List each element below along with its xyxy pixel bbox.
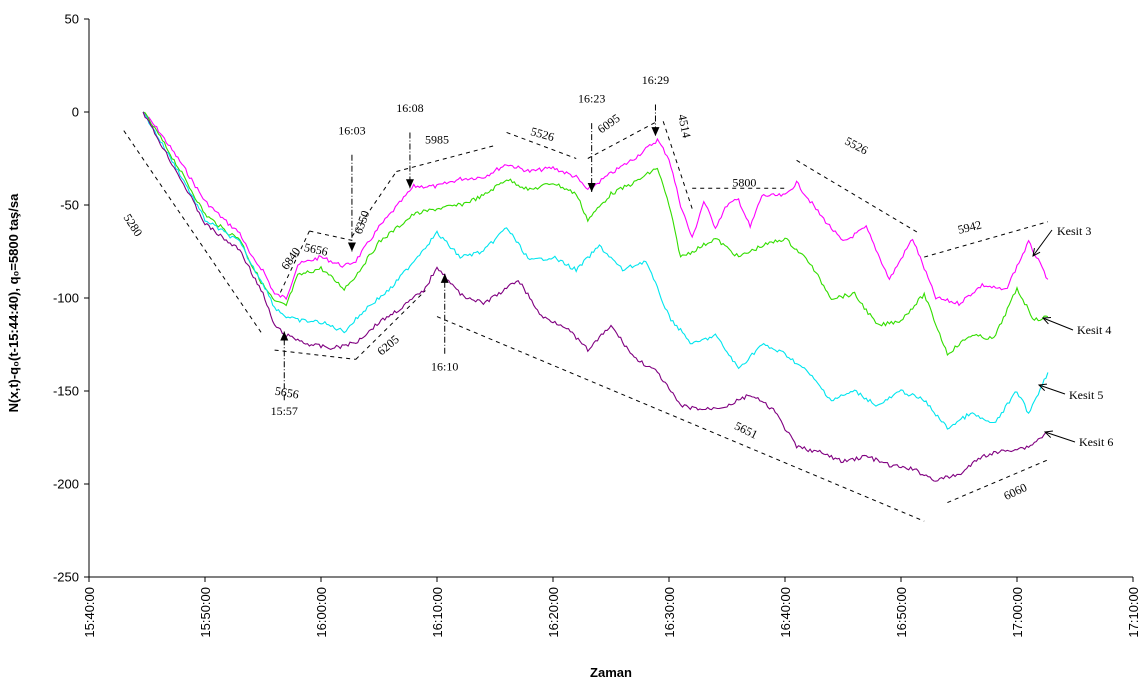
trend-guide [351, 171, 397, 237]
series-label-arrow [1042, 317, 1074, 331]
time-marker-arrowhead [280, 331, 289, 341]
rate-label: 6060 [1001, 480, 1029, 503]
series-line-kesit-4 [142, 111, 1049, 357]
x-tick-label: 16:30:00 [662, 587, 677, 638]
rate-label: 5656 [274, 384, 300, 402]
series-label-arrow [1032, 229, 1053, 257]
x-tick-label: 16:50:00 [894, 587, 909, 638]
y-tick-label: 50 [65, 12, 79, 27]
series-line-kesit-6 [142, 111, 1049, 482]
rate-label: 5526 [843, 134, 871, 158]
series-line-kesit-5 [142, 111, 1049, 430]
series-label: Kesit 5 [1069, 388, 1103, 402]
y-axis-title: N(x,t)-q₀(t-15:44:40), q₀=5800 taş/sa [6, 193, 21, 412]
x-tick-label: 16:20:00 [546, 587, 561, 638]
time-marker-arrowhead [651, 127, 660, 137]
x-tick-label: 16:00:00 [314, 587, 329, 638]
x-tick-label: 17:10:00 [1126, 587, 1141, 638]
rate-label: 5985 [425, 133, 449, 147]
x-tick-label: 15:50:00 [198, 587, 213, 638]
series-label: Kesit 4 [1077, 323, 1111, 337]
series-label-arrowhead [1037, 383, 1048, 391]
rate-label: 6205 [374, 332, 401, 358]
trend-guide [309, 230, 353, 241]
rate-label: 5651 [732, 419, 760, 442]
trend-guide [947, 459, 1049, 504]
trend-guide [924, 221, 1049, 258]
trend-guide [796, 159, 919, 234]
y-tick-label: 0 [72, 105, 79, 120]
y-tick-label: -200 [53, 477, 79, 492]
trend-guide [396, 144, 496, 173]
series-label-arrowhead [1041, 316, 1052, 325]
x-tick-label: 17:00:00 [1010, 587, 1025, 638]
time-marker-label: 16:10 [431, 360, 458, 374]
series-labels: Kesit 3 Kesit 4 Kesit 5 Kesit 6 [1032, 224, 1113, 449]
rate-label: 5656 [303, 240, 329, 259]
y-tick-label: -150 [53, 384, 79, 399]
y-tick-label: -50 [60, 198, 79, 213]
time-marker-arrowhead [440, 273, 449, 283]
rate-label: 6840 [278, 245, 303, 273]
rate-label: 5526 [529, 124, 556, 144]
time-marker-arrowhead [587, 182, 596, 192]
trend-guide [274, 349, 356, 360]
x-tick-label: 16:40:00 [778, 587, 793, 638]
rate-label: 4514 [675, 113, 694, 139]
series-label-arrow [1038, 384, 1066, 395]
trend-guides [123, 120, 1049, 522]
series-label-arrowhead [1032, 248, 1041, 257]
rate-label: 5280 [121, 211, 146, 239]
time-marker-label: 15:57 [271, 404, 298, 418]
time-marker-arrowhead [405, 179, 414, 189]
x-tick-label: 16:10:00 [430, 587, 445, 638]
rate-label: 5942 [956, 217, 983, 236]
series-label-arrow [1044, 431, 1076, 443]
x-axis-title: Zaman [590, 665, 632, 680]
series-label-arrowhead [1043, 430, 1053, 438]
series-label: Kesit 3 [1057, 224, 1091, 238]
series-line-kesit-3 [142, 111, 1049, 307]
trend-guide [587, 120, 658, 159]
y-tick-label: -100 [53, 291, 79, 306]
time-marker-label: 16:23 [578, 92, 605, 106]
rate-label: 5800 [732, 175, 756, 189]
trend-guide [355, 290, 426, 360]
trend-guide [123, 130, 264, 336]
trend-guide [279, 230, 310, 293]
series-label: Kesit 6 [1079, 435, 1113, 449]
time-marker-arrowhead [347, 242, 356, 252]
rate-label: 6095 [595, 111, 623, 136]
time-marker-label: 16:03 [338, 123, 365, 137]
time-marker-label: 16:08 [396, 101, 423, 115]
y-tick-label: -250 [53, 570, 79, 585]
trend-guide [436, 316, 925, 522]
rate-label: 6350 [351, 209, 372, 236]
x-tick-label: 15:40:00 [82, 587, 97, 638]
time-marker-label: 16:29 [642, 73, 669, 87]
series-lines [142, 111, 1049, 482]
